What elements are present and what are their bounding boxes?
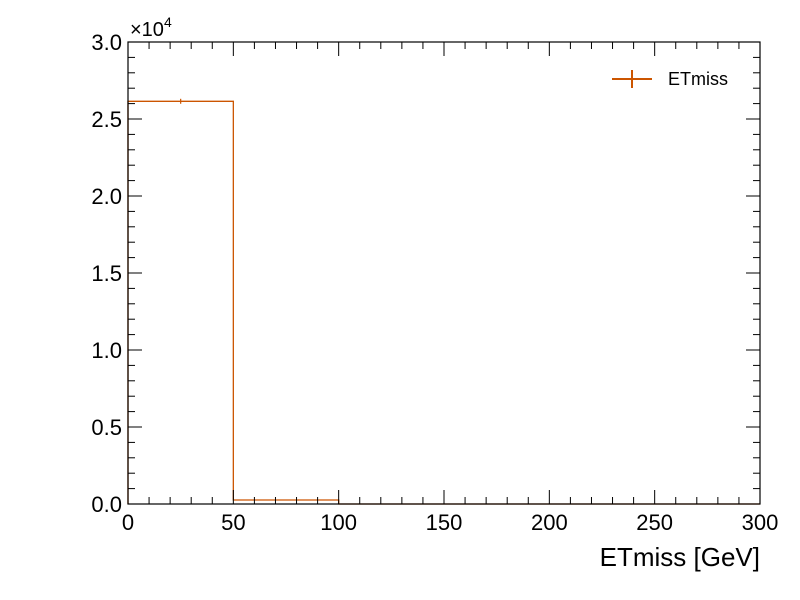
x-tick-label: 50	[221, 510, 245, 535]
y-tick-label: 0.0	[91, 492, 122, 517]
x-tick-label: 0	[122, 510, 134, 535]
legend: ETmiss	[612, 69, 728, 89]
y-tick-label: 0.5	[91, 415, 122, 440]
y-axis-multiplier: ×104	[130, 14, 172, 41]
x-axis-title: ETmiss [GeV]	[600, 542, 760, 572]
legend-entry-etmiss: ETmiss	[668, 69, 728, 89]
y-tick-labels: 0.0 0.5 1.0 1.5 2.0 2.5 3.0	[91, 30, 122, 517]
x-tick-labels: 0 50 100 150 200 250 300	[122, 510, 778, 535]
x-tick-label: 200	[531, 510, 568, 535]
axis-ticks	[127, 41, 761, 505]
y-tick-label: 2.0	[91, 184, 122, 209]
y-tick-label: 3.0	[91, 30, 122, 55]
histogram-step-line	[127, 100, 760, 505]
x-tick-label: 250	[636, 510, 673, 535]
error-bars	[180, 98, 287, 501]
x-tick-label: 150	[426, 510, 463, 535]
x-tick-label: 300	[742, 510, 779, 535]
x-tick-label: 100	[320, 510, 357, 535]
plot-frame	[127, 41, 761, 505]
histogram-series	[127, 100, 760, 505]
y-tick-label: 2.5	[91, 107, 122, 132]
y-tick-label: 1.5	[91, 261, 122, 286]
y-tick-label: 1.0	[91, 338, 122, 363]
